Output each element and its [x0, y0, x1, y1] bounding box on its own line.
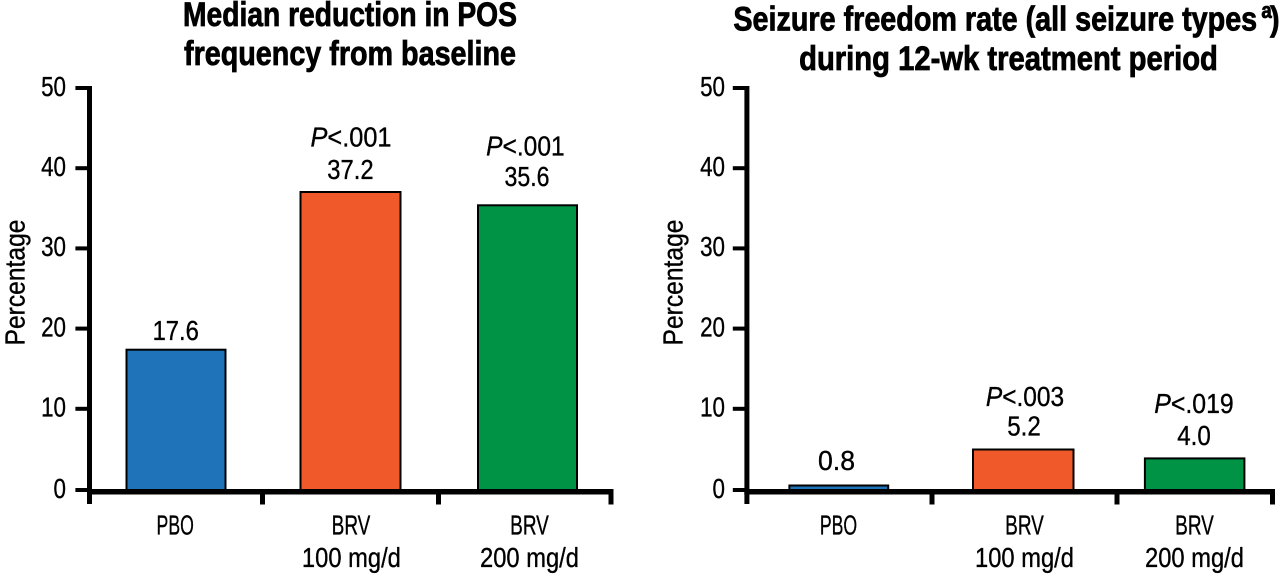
- svg-text:frequency from baseline: frequency from baseline: [184, 35, 516, 73]
- svg-text:PBO: PBO: [157, 509, 194, 540]
- svg-text:during 12-wk treatment period: during 12-wk treatment period: [799, 39, 1218, 78]
- svg-text:Percentage: Percentage: [0, 220, 31, 346]
- svg-text:50: 50: [700, 72, 725, 103]
- svg-text:P<.001: P<.001: [311, 121, 392, 152]
- svg-text:BRV: BRV: [510, 510, 549, 542]
- svg-text:Seizure freedom rate (all seiz: Seizure freedom rate (all seizure types a…: [733, 0, 1279, 38]
- svg-text:200 mg/d: 200 mg/d: [480, 543, 579, 573]
- svg-text:5.2: 5.2: [1007, 410, 1040, 442]
- svg-text:P<.001: P<.001: [486, 130, 564, 162]
- svg-text:37.2: 37.2: [327, 153, 373, 185]
- svg-text:0: 0: [54, 474, 66, 505]
- svg-text:BRV: BRV: [1005, 510, 1044, 542]
- svg-text:40: 40: [41, 152, 66, 183]
- svg-text:100 mg/d: 100 mg/d: [302, 543, 401, 573]
- svg-text:BRV: BRV: [1175, 510, 1214, 542]
- svg-text:0.8: 0.8: [818, 444, 855, 476]
- svg-text:Percentage: Percentage: [657, 220, 689, 346]
- svg-text:PBO: PBO: [820, 509, 857, 540]
- svg-text:Median reduction in POS: Median reduction in POS: [183, 0, 517, 34]
- svg-text:100 mg/d: 100 mg/d: [975, 543, 1074, 573]
- svg-text:30: 30: [700, 232, 725, 263]
- svg-text:20: 20: [700, 312, 725, 343]
- svg-text:BRV: BRV: [332, 510, 371, 542]
- svg-text:0: 0: [713, 474, 725, 505]
- svg-text:P<.019: P<.019: [1154, 388, 1233, 420]
- svg-text:20: 20: [41, 312, 66, 343]
- svg-text:17.6: 17.6: [153, 314, 199, 346]
- svg-text:10: 10: [41, 392, 66, 423]
- svg-text:10: 10: [700, 392, 725, 423]
- svg-text:200 mg/d: 200 mg/d: [1145, 543, 1244, 573]
- svg-text:40: 40: [700, 152, 725, 183]
- svg-text:35.6: 35.6: [505, 162, 550, 193]
- svg-text:50: 50: [41, 72, 66, 103]
- svg-text:30: 30: [41, 232, 66, 263]
- svg-text:P<.003: P<.003: [986, 380, 1064, 412]
- svg-text:4.0: 4.0: [1177, 419, 1210, 451]
